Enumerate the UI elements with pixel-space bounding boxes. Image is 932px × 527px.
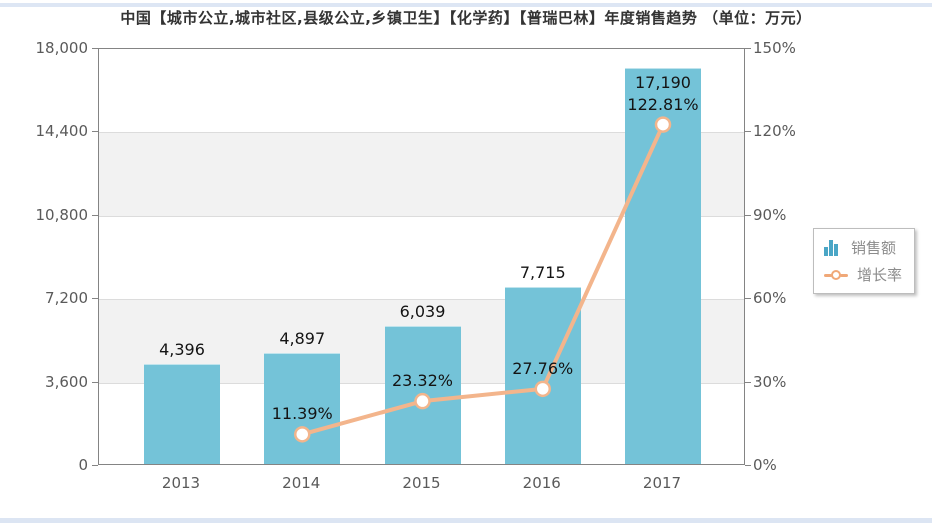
line-icon-segment bbox=[840, 273, 848, 277]
bar-2013 bbox=[144, 364, 220, 464]
y-axis-tick bbox=[92, 381, 98, 383]
y-axis-tick bbox=[745, 298, 751, 300]
y-axis-right-label: 90% bbox=[753, 205, 787, 224]
legend-label: 销售额 bbox=[851, 239, 897, 257]
y-axis-tick bbox=[92, 465, 98, 466]
y-axis-tick bbox=[745, 131, 751, 133]
bar-value-label: 4,396 bbox=[159, 340, 205, 360]
y-axis-tick bbox=[92, 298, 98, 300]
y-axis-right-label: 150% bbox=[753, 39, 796, 57]
legend-item-增长率[interactable]: 增长率 bbox=[824, 261, 902, 288]
y-axis-left-label: 3,600 bbox=[45, 372, 88, 391]
y-axis-right-label: 120% bbox=[753, 122, 796, 141]
y-axis-tick bbox=[745, 48, 751, 49]
bar-value-label: 4,897 bbox=[279, 328, 326, 348]
y-axis-tick bbox=[745, 465, 751, 466]
x-axis-label-2017: 2017 bbox=[642, 474, 682, 492]
y-axis-left-label: 7,200 bbox=[45, 289, 88, 308]
legend-label: 增长率 bbox=[857, 266, 903, 284]
growth-rate-label: 11.39% bbox=[271, 404, 333, 424]
growth-rate-label: 27.76% bbox=[512, 358, 574, 378]
y-axis-right-label: 60% bbox=[753, 289, 787, 308]
y-axis-right-label: 0% bbox=[753, 456, 777, 474]
chart-title: 中国【城市公立,城市社区,县级公立,乡镇卫生】【化学药】【普瑞巴林】年度销售趋势… bbox=[120, 9, 812, 27]
y-axis-tick bbox=[92, 48, 98, 49]
x-axis-label-2016: 2016 bbox=[522, 474, 561, 492]
y-axis-tick bbox=[745, 214, 751, 216]
growth-rate-label: 23.32% bbox=[391, 371, 453, 391]
y-axis-left-label: 0 bbox=[78, 456, 88, 474]
bottom-divider bbox=[0, 518, 932, 523]
y-axis-left-label: 14,400 bbox=[35, 122, 89, 141]
bar-2015 bbox=[384, 326, 461, 464]
bar-value-label: 17,190 bbox=[635, 72, 691, 92]
y-axis-tick bbox=[745, 381, 751, 383]
x-axis-label-2014: 2014 bbox=[282, 474, 321, 492]
line-series-icon bbox=[824, 269, 848, 281]
top-divider bbox=[0, 3, 932, 7]
bar-value-label: 6,039 bbox=[399, 302, 446, 322]
legend-item-销售额[interactable]: 销售额 bbox=[824, 234, 902, 261]
bar-value-label: 7,715 bbox=[519, 263, 566, 283]
y-axis-left-label: 10,800 bbox=[35, 205, 89, 224]
growth-rate-label: 122.81% bbox=[627, 94, 699, 114]
y-axis-left-label: 18,000 bbox=[35, 39, 89, 57]
x-axis-label-2015: 2015 bbox=[402, 474, 441, 492]
y-axis-tick bbox=[92, 214, 98, 216]
legend: 销售额增长率 bbox=[813, 228, 916, 294]
x-axis-label-2013: 2013 bbox=[161, 474, 201, 492]
plot-area: 4,396 4,897 6,039 7,715 17,190 11.39% 23.32% 27… bbox=[98, 48, 745, 465]
line-icon-segment bbox=[824, 273, 832, 277]
y-axis-tick bbox=[92, 131, 98, 133]
bar-2017 bbox=[625, 67, 701, 464]
bar-series-icon bbox=[824, 239, 842, 256]
y-axis-right-label: 30% bbox=[753, 372, 787, 391]
line-icon-ring bbox=[831, 269, 841, 280]
